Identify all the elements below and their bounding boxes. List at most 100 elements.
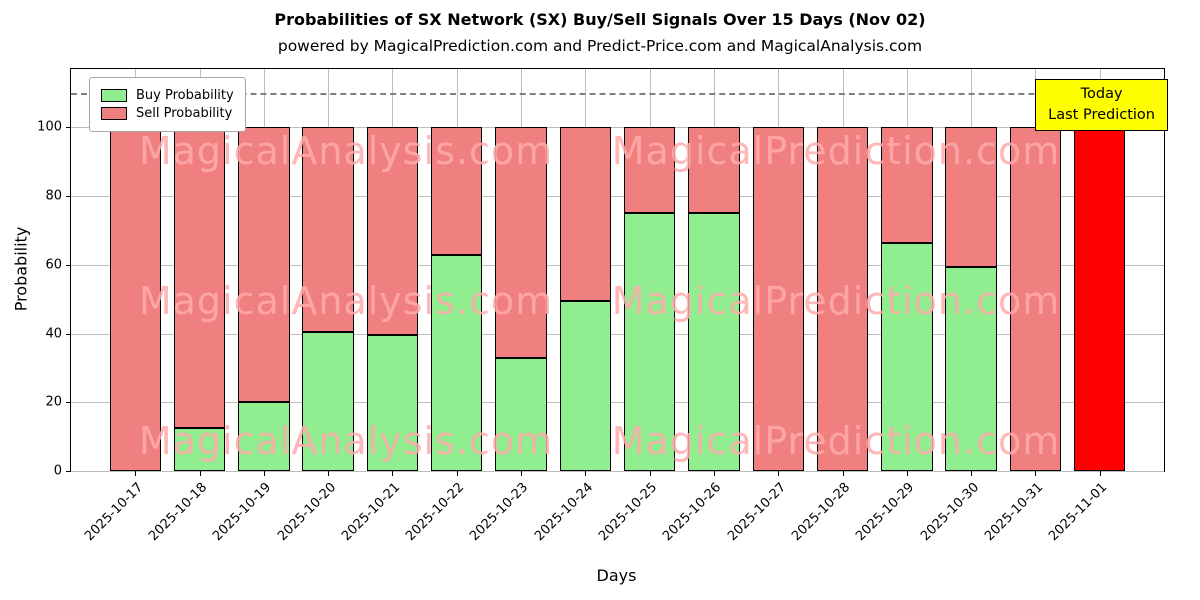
legend-item-sell: Sell Probability bbox=[101, 106, 234, 121]
y-tick-mark bbox=[66, 196, 71, 198]
x-tick-label: 2025-10-23 bbox=[467, 480, 532, 545]
x-tick-label: 2025-10-20 bbox=[274, 480, 339, 545]
x-tick-mark bbox=[1035, 471, 1037, 476]
y-tick-label: 80 bbox=[45, 188, 62, 204]
chart-subtitle: powered by MagicalPrediction.com and Pre… bbox=[277, 37, 923, 55]
y-tick-mark bbox=[66, 471, 71, 472]
today-annotation: Today Last Prediction bbox=[1035, 79, 1168, 132]
watermark-text: MagicalPrediction.com bbox=[611, 279, 1061, 323]
chart-title: Probabilities of SX Network (SX) Buy/Sel… bbox=[274, 10, 926, 29]
bar-sell-segment bbox=[1073, 127, 1126, 471]
bar-sell-segment bbox=[688, 127, 740, 214]
legend-label-buy: Buy Probability bbox=[136, 88, 234, 103]
threshold-line bbox=[71, 93, 1164, 96]
x-tick-label: 2025-10-25 bbox=[596, 480, 661, 545]
bar-buy-segment bbox=[238, 402, 290, 471]
bar-buy-segment bbox=[623, 213, 676, 471]
y-tick-label: 100 bbox=[37, 119, 62, 135]
x-tick-mark bbox=[199, 471, 201, 476]
bar-sell-segment bbox=[495, 127, 547, 358]
x-tick-label: 2025-10-21 bbox=[339, 480, 404, 545]
gridline-horizontal bbox=[71, 127, 1164, 129]
bar-sell-segment bbox=[302, 127, 354, 332]
bar-buy-segment bbox=[688, 213, 740, 471]
bar-sell-segment bbox=[366, 127, 419, 336]
plot-area: Buy Probability Sell Probability Today L… bbox=[37, 68, 1168, 544]
watermark-text: MagicalPrediction.com bbox=[611, 419, 1061, 463]
gridline-horizontal bbox=[71, 333, 1164, 335]
bar-buy-segment bbox=[559, 300, 612, 471]
bar-sell-segment bbox=[559, 127, 612, 301]
watermark-text: MagicalAnalysis.com bbox=[138, 129, 554, 173]
y-tick-mark bbox=[66, 264, 71, 266]
x-tick-label: 2025-10-27 bbox=[724, 480, 789, 545]
x-tick-label: 2025-11-01 bbox=[1046, 480, 1111, 545]
x-tick-mark bbox=[521, 471, 523, 476]
legend-swatch-buy bbox=[101, 89, 127, 102]
x-tick-label: 2025-10-30 bbox=[917, 480, 982, 545]
bar-buy-segment bbox=[945, 266, 997, 471]
y-tick-mark bbox=[66, 333, 71, 335]
bar-buy-segment bbox=[881, 242, 933, 471]
bar-sell-segment bbox=[881, 127, 933, 243]
x-tick-label: 2025-10-31 bbox=[981, 480, 1047, 545]
x-tick-label: 2025-10-29 bbox=[853, 480, 918, 545]
bar-sell-segment bbox=[623, 127, 676, 214]
bar-sell-segment bbox=[109, 127, 161, 471]
x-tick-label: 2025-10-28 bbox=[789, 480, 854, 545]
gridline-horizontal bbox=[71, 471, 1164, 472]
watermark-text: MagicalAnalysis.com bbox=[138, 279, 554, 323]
legend-label-sell: Sell Probability bbox=[136, 106, 233, 121]
x-tick-mark bbox=[906, 471, 908, 476]
y-tick-label: 40 bbox=[45, 326, 62, 342]
x-tick-mark bbox=[971, 471, 973, 476]
x-axis-label: Days bbox=[596, 566, 637, 585]
y-axis-label: Probability bbox=[11, 226, 31, 312]
x-tick-mark bbox=[778, 471, 780, 476]
x-tick-mark bbox=[713, 471, 715, 476]
bar-buy-segment bbox=[366, 335, 419, 471]
y-tick-label: 20 bbox=[45, 394, 62, 410]
x-tick-mark bbox=[263, 471, 265, 476]
x-tick-mark bbox=[842, 471, 844, 476]
gridline-horizontal bbox=[71, 196, 1164, 198]
x-tick-label: 2025-10-22 bbox=[403, 480, 468, 545]
watermark-text: MagicalPrediction.com bbox=[611, 129, 1061, 173]
bar-sell-segment bbox=[431, 127, 483, 255]
today-annotation-line1: Today bbox=[1080, 86, 1123, 102]
bar-sell-segment bbox=[173, 127, 226, 429]
x-tick-mark bbox=[1099, 471, 1101, 476]
x-tick-mark bbox=[328, 471, 330, 476]
today-annotation-line2: Last Prediction bbox=[1048, 107, 1155, 124]
legend-item-buy: Buy Probability bbox=[101, 88, 234, 103]
x-tick-label: 2025-10-24 bbox=[531, 480, 596, 545]
gridline-horizontal bbox=[71, 402, 1164, 404]
bar-sell-segment bbox=[816, 127, 869, 471]
bar-buy-segment bbox=[173, 428, 226, 471]
x-tick-label: 2025-10-19 bbox=[210, 480, 275, 545]
bar-sell-segment bbox=[238, 127, 290, 403]
legend-swatch-sell bbox=[101, 107, 127, 120]
x-tick-mark bbox=[649, 471, 651, 476]
x-tick-mark bbox=[585, 471, 587, 476]
bar-buy-segment bbox=[302, 331, 354, 471]
bar-sell-segment bbox=[752, 127, 804, 471]
watermark-text: MagicalAnalysis.com bbox=[138, 419, 554, 463]
y-tick-mark bbox=[66, 127, 71, 129]
gridline-horizontal bbox=[71, 264, 1164, 266]
bar-buy-segment bbox=[431, 254, 483, 471]
bar-sell-segment bbox=[1009, 127, 1062, 471]
y-tick-mark bbox=[66, 402, 71, 404]
x-tick-label: 2025-10-17 bbox=[81, 480, 146, 545]
x-tick-label: 2025-10-18 bbox=[146, 480, 211, 545]
x-tick-mark bbox=[392, 471, 394, 476]
x-tick-mark bbox=[135, 471, 137, 476]
y-tick-label: 0 bbox=[53, 463, 62, 479]
bar-sell-segment bbox=[945, 127, 997, 267]
x-tick-mark bbox=[456, 471, 458, 476]
x-tick-label: 2025-10-26 bbox=[660, 480, 725, 545]
y-tick-label: 60 bbox=[45, 257, 62, 273]
bar-buy-segment bbox=[495, 357, 547, 471]
legend: Buy Probability Sell Probability bbox=[89, 77, 246, 132]
